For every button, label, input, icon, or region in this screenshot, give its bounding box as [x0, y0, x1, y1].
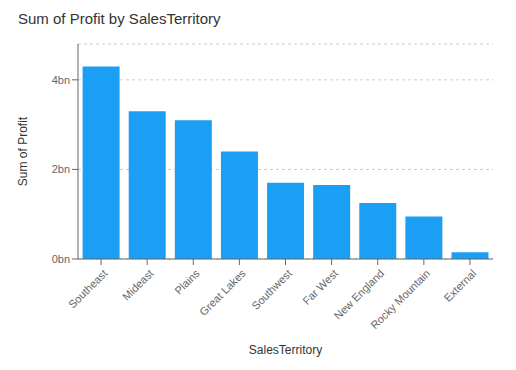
svg-text:Southwest: Southwest	[249, 267, 294, 312]
svg-text:Great Lakes: Great Lakes	[197, 267, 248, 318]
svg-text:Far West: Far West	[300, 267, 340, 307]
svg-text:SalesTerritory: SalesTerritory	[249, 343, 322, 357]
html-text:Sum of Profit by SalesTerritor: Sum of Profit by SalesTerritory	[18, 10, 221, 27]
svg-text:0bn: 0bn	[52, 253, 70, 265]
svg-text:External: External	[441, 267, 478, 304]
svg-text:Southeast: Southeast	[66, 267, 110, 311]
svg-text:Plains: Plains	[172, 267, 202, 297]
svg-text:2bn: 2bn	[52, 163, 70, 175]
svg-text:4bn: 4bn	[52, 74, 70, 86]
svg-text:Mideast: Mideast	[120, 267, 156, 303]
svg-text:New England: New England	[331, 267, 387, 322]
svg-text:Rocky Mountain: Rocky Mountain	[368, 267, 432, 331]
svg-text:Sum of Profit: Sum of Profit	[16, 116, 30, 186]
